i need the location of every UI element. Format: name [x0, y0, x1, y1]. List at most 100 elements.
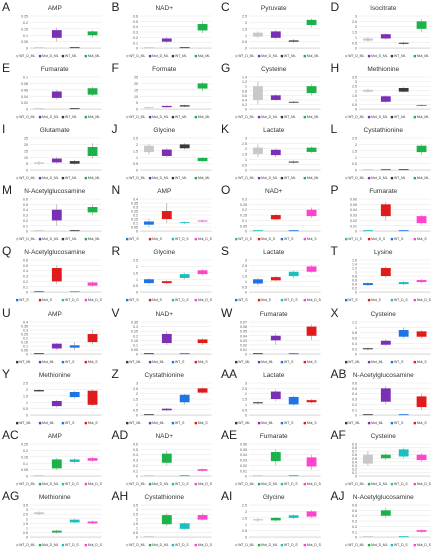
legend-label: WT_D_S [174, 543, 188, 547]
ytick-label: 0.4 [352, 283, 357, 287]
panel-title: Cysteine [370, 432, 396, 440]
box-plot: 00.20.40.60.811.21.4 WT_D_ML Mut_D_ML WT_ML… [235, 76, 321, 119]
legend-label: Mut_S [197, 421, 208, 425]
legend-marker [235, 116, 238, 119]
panel-x: X Cysteine 0 0.2 0.4 0.6 0.8 1 1.2 WT_ML Mut_ML WT_… [329, 306, 438, 367]
box [179, 105, 190, 107]
ytick-label: 0.3 [352, 397, 357, 401]
panel-label: D [330, 0, 340, 14]
panel-t: T Lysine 0 0.2 0.4 0.6 0.8 1 1.2 1.4 1.6 WT_S Mut_S W… [329, 244, 438, 305]
legend-label: WT_ML [348, 421, 360, 425]
box [51, 91, 62, 98]
ytick-label: 2.5 [242, 387, 247, 391]
legend-label: Mut_ML [307, 54, 319, 58]
box [143, 279, 154, 284]
panel-n: N AMP 0 0.05 0.1 0.15 0.2 0.25 0.3 0.35 0.4 WT_S Mut… [110, 183, 220, 244]
ytick-label: 3 [245, 381, 247, 385]
ytick-label: 0 [245, 230, 247, 234]
legend-marker [148, 116, 151, 119]
ytick-label: 0.2 [23, 336, 28, 340]
box [87, 390, 98, 405]
box [306, 19, 317, 25]
box [288, 272, 299, 277]
legend-label: Mut_ML [152, 421, 164, 425]
box [416, 216, 426, 224]
legend-marker [171, 482, 174, 486]
box [253, 32, 263, 37]
legend-label: WT_D_ML [19, 237, 35, 241]
ytick-label: 0.5 [133, 448, 138, 452]
ytick-label: 0 [136, 535, 138, 539]
panel-ae: AE Fumarate 0 0.01 0.02 0.03 0.04 0.05 0.06 WT_D_… [219, 428, 329, 489]
ytick-label: 2 [245, 510, 247, 514]
ytick-label: 1 [136, 526, 138, 530]
box [270, 149, 281, 156]
panel-title: NAD+ [155, 310, 174, 318]
ytick-label: 0 [245, 291, 247, 295]
box [306, 326, 317, 336]
legend-label: WT_ML [65, 54, 77, 58]
ytick-label: 3.5 [23, 503, 28, 507]
legend-marker [171, 238, 174, 241]
legend-label: Mut_S [307, 360, 318, 364]
box [179, 474, 190, 476]
box [362, 89, 373, 92]
ytick-label: 1.5 [242, 397, 247, 401]
legend-label: Mut_D_ML [261, 543, 278, 547]
ytick-label: 0.1 [133, 41, 138, 45]
legend-label: WT_D_ML [129, 482, 145, 486]
legend-marker [303, 421, 307, 424]
ytick-label: 0.2 [352, 467, 357, 471]
legend-marker [171, 116, 174, 119]
panel-title: Glutamate [39, 127, 70, 135]
box [398, 413, 409, 415]
box [380, 204, 391, 217]
box-plot: 00.10.2 0.30.40.5 0.6 WT_ML Mut_ML WT_S Mut_S [344, 381, 430, 425]
panel-title: Cystathionine [144, 493, 184, 501]
box [143, 352, 154, 354]
legend-marker [413, 177, 416, 180]
ytick-label: 1 [26, 526, 28, 530]
legend-label: Mut_D_S [307, 543, 322, 547]
panel-ah: AH Cystathionine 0 0.5 1 1.5 2 2.5 3 3.5 WT_D_ML Mu… [110, 489, 220, 550]
box [51, 400, 62, 406]
box [51, 530, 62, 533]
ytick-label: 0.1 [133, 469, 138, 473]
ytick-label: 0.3 [23, 328, 28, 332]
legend-marker [16, 543, 19, 547]
legend-marker [16, 482, 19, 486]
ytick-label: 0.2 [23, 219, 28, 223]
ytick-label: 0.2 [352, 347, 357, 351]
legend-label: WT_S [284, 360, 294, 364]
box [34, 291, 44, 293]
box [416, 454, 426, 460]
ytick-label: 0 [355, 474, 357, 478]
ytick-label: 0.4 [23, 209, 28, 213]
legend-marker [125, 421, 128, 424]
legend-marker [125, 360, 128, 363]
ytick-label: 2.5 [23, 381, 28, 385]
legend-label: WT_D_ML [19, 543, 35, 547]
legend-label: WT_S [129, 237, 139, 241]
ytick-label: 0.6 [352, 336, 357, 340]
legend-label: WT_D_S [393, 299, 407, 303]
box [253, 352, 263, 354]
legend-marker [38, 543, 42, 547]
legend-marker [171, 177, 174, 180]
legend-label: Mut_D_ML [261, 482, 278, 486]
panel-label: J [111, 122, 118, 137]
box [306, 86, 317, 94]
legend-label: WT_D_ML [129, 115, 145, 119]
box-plot: 0 0.02 0.04 0.06 0.08 0.1 WT_D_ML Mut_D_ML WT_ML… [16, 76, 102, 119]
legend-marker [257, 299, 261, 302]
ytick-label: 2 [355, 143, 357, 147]
ytick-label: 0.3 [352, 519, 357, 523]
box [288, 515, 299, 518]
panel-label: AA [221, 366, 238, 381]
panel-title: AMP [157, 188, 172, 196]
legend-marker [84, 543, 88, 547]
panel-label: AF [330, 427, 346, 442]
box-plot: 0 0.05 0.1 0.15 0.2 0.25 WT_D_ML Mut_D_ML WT_ML M… [16, 14, 102, 58]
legend-label: WT_D_S [238, 237, 252, 241]
legend-marker [413, 421, 416, 424]
